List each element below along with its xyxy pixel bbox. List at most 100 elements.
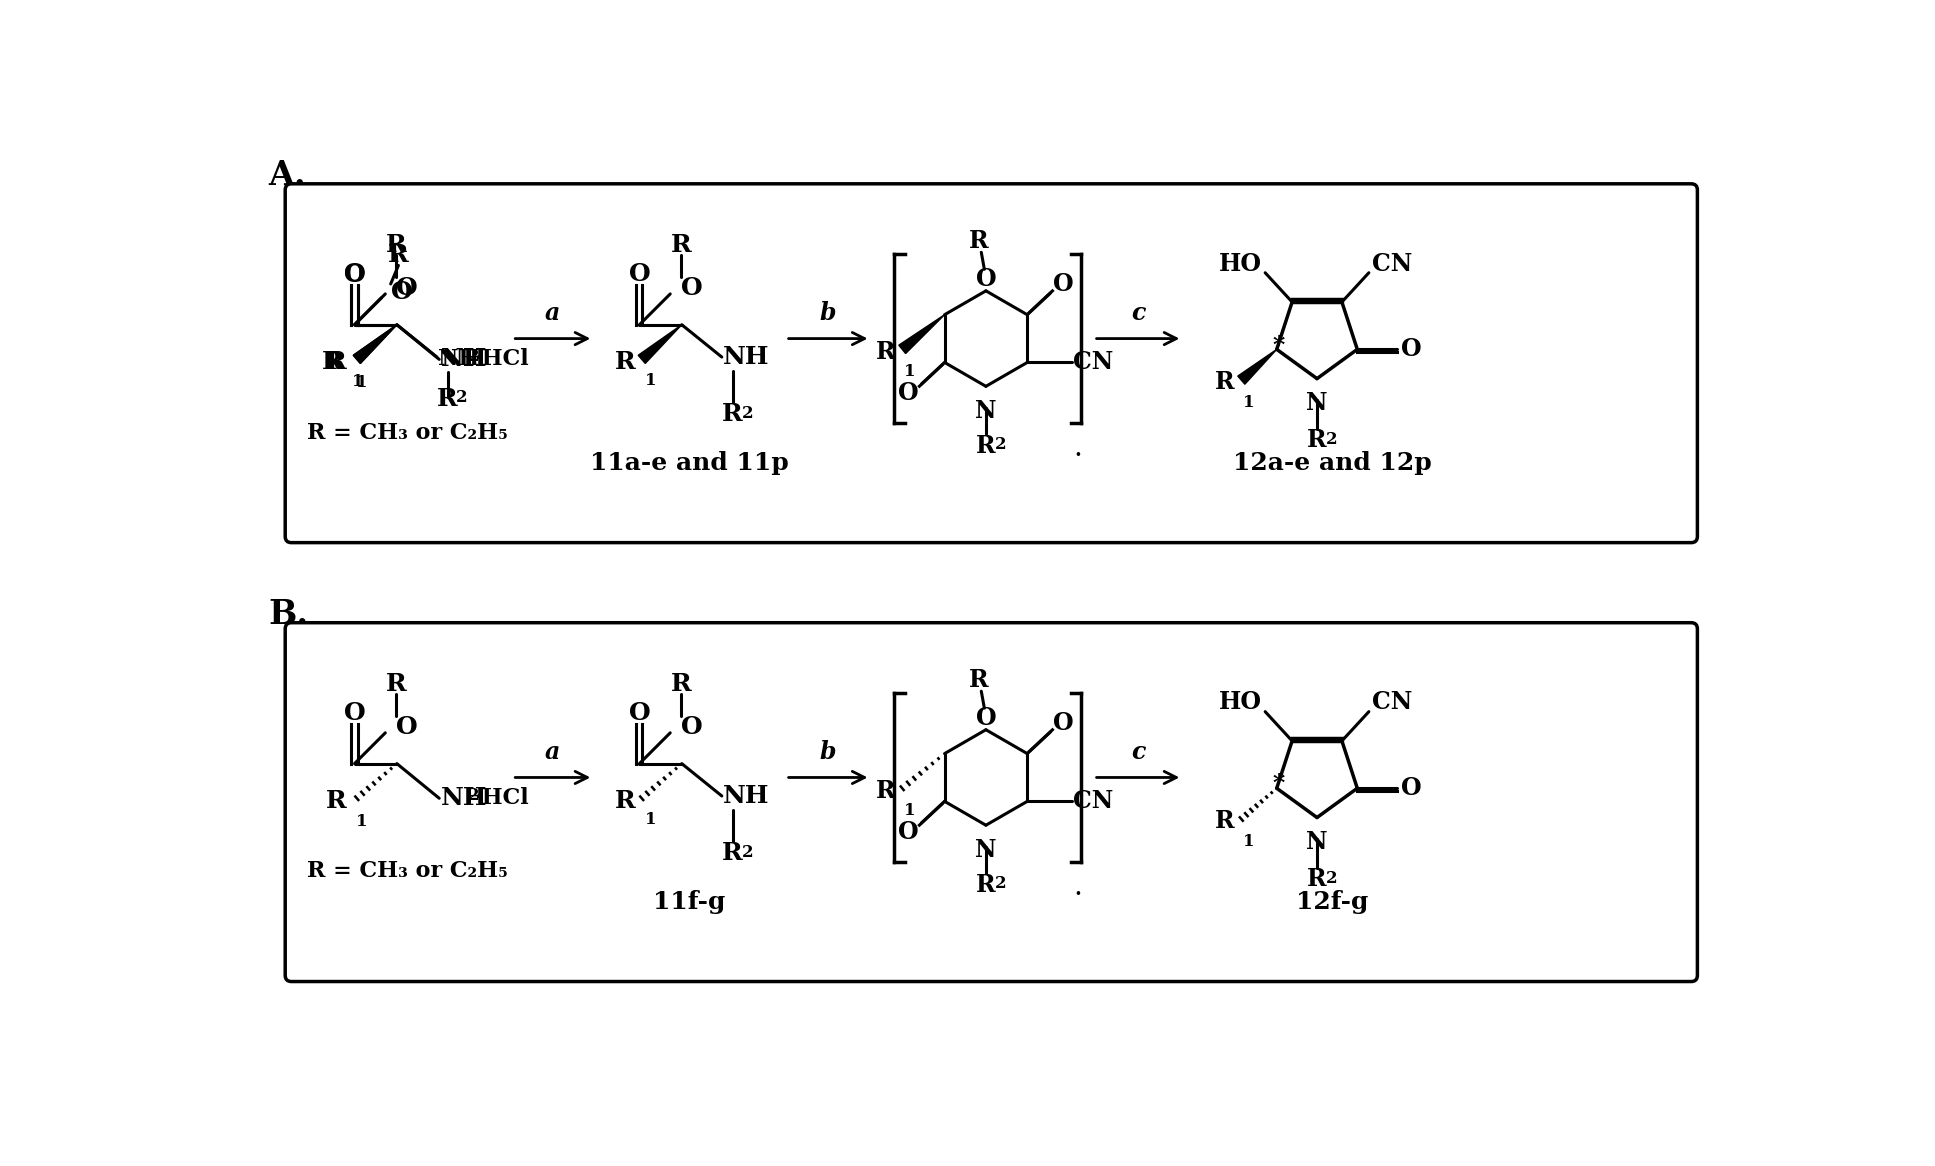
Text: 2: 2 — [995, 436, 1006, 454]
Text: O: O — [391, 280, 412, 303]
Text: O: O — [397, 715, 418, 738]
Text: R: R — [1308, 868, 1327, 891]
Text: 1: 1 — [352, 373, 364, 391]
Text: 1: 1 — [644, 812, 656, 828]
Text: R: R — [1308, 428, 1327, 452]
Text: O: O — [681, 715, 702, 738]
Text: R: R — [877, 779, 896, 802]
FancyBboxPatch shape — [284, 184, 1697, 542]
Text: R: R — [722, 841, 743, 865]
Text: 2: 2 — [741, 844, 753, 861]
FancyBboxPatch shape — [284, 623, 1697, 982]
Text: O: O — [344, 701, 366, 725]
Text: HO: HO — [1219, 690, 1262, 715]
Text: R: R — [323, 350, 342, 373]
Text: O: O — [629, 262, 650, 286]
Text: R: R — [969, 229, 989, 253]
Text: 1: 1 — [356, 813, 368, 830]
Text: R: R — [671, 672, 691, 696]
Text: 2: 2 — [995, 876, 1006, 892]
Text: O: O — [975, 267, 997, 292]
Text: NH: NH — [441, 347, 488, 371]
Text: 11f-g: 11f-g — [654, 890, 726, 914]
Text: R: R — [385, 233, 406, 257]
Polygon shape — [1238, 350, 1277, 385]
Polygon shape — [354, 324, 397, 364]
Text: R: R — [877, 339, 896, 364]
Text: *: * — [1273, 333, 1285, 358]
Text: 1: 1 — [644, 372, 656, 389]
Text: a: a — [546, 301, 561, 324]
Text: b: b — [820, 301, 836, 324]
Text: 2: 2 — [455, 389, 466, 407]
Text: N: N — [975, 399, 997, 422]
Text: O: O — [1401, 777, 1422, 800]
Text: R: R — [722, 402, 743, 426]
Text: O: O — [629, 701, 650, 725]
Text: 2: 2 — [1325, 431, 1337, 448]
Text: O: O — [898, 381, 919, 406]
Text: R: R — [671, 233, 691, 257]
Text: 2: 2 — [468, 347, 480, 365]
Text: R: R — [615, 788, 635, 813]
Text: R: R — [969, 668, 989, 691]
Text: O: O — [1053, 272, 1074, 296]
Text: ·HCl: ·HCl — [474, 787, 528, 809]
Text: O: O — [975, 707, 997, 730]
Text: 1: 1 — [1242, 833, 1254, 850]
Text: NH: NH — [439, 349, 480, 371]
Text: 11a-e and 11p: 11a-e and 11p — [590, 451, 789, 476]
Text: NH: NH — [441, 786, 488, 810]
Text: c: c — [1130, 739, 1146, 764]
Text: R: R — [327, 788, 346, 813]
Text: .: . — [1074, 873, 1084, 900]
Text: CN: CN — [1074, 351, 1115, 374]
Text: NH: NH — [724, 345, 770, 370]
Text: CN: CN — [1372, 690, 1413, 715]
Text: 1: 1 — [904, 802, 915, 820]
Text: 12f-g: 12f-g — [1296, 890, 1368, 914]
Text: R: R — [327, 350, 346, 373]
Text: O: O — [397, 276, 418, 300]
Text: b: b — [820, 739, 836, 764]
Text: O: O — [1053, 711, 1074, 735]
Text: R: R — [437, 387, 459, 412]
Text: N: N — [1306, 830, 1327, 854]
Text: O: O — [344, 262, 366, 286]
Text: NH: NH — [724, 784, 770, 808]
Text: 1: 1 — [904, 364, 915, 380]
Text: O: O — [344, 264, 366, 288]
Text: HO: HO — [1219, 252, 1262, 275]
Text: O: O — [898, 820, 919, 844]
Text: ·HCl: ·HCl — [474, 349, 528, 371]
Text: N: N — [1306, 391, 1327, 415]
Text: 1: 1 — [1242, 394, 1254, 412]
Text: R: R — [389, 243, 408, 267]
Text: R: R — [1215, 371, 1235, 394]
Text: CN: CN — [1372, 252, 1413, 275]
Text: N: N — [975, 837, 997, 862]
Text: R = CH₃ or C₂H₅: R = CH₃ or C₂H₅ — [308, 422, 507, 443]
Text: 2: 2 — [741, 405, 753, 422]
Text: R: R — [975, 872, 997, 897]
Text: A.: A. — [269, 160, 306, 192]
Text: a: a — [546, 739, 561, 764]
Text: R: R — [975, 434, 997, 457]
Polygon shape — [354, 324, 397, 364]
Polygon shape — [639, 324, 681, 364]
Text: 12a-e and 12p: 12a-e and 12p — [1233, 451, 1432, 476]
Text: R: R — [385, 672, 406, 696]
Text: *: * — [1273, 772, 1285, 796]
Text: c: c — [1130, 301, 1146, 324]
Text: CN: CN — [1074, 789, 1115, 814]
Text: O: O — [1401, 337, 1422, 361]
Text: R: R — [615, 350, 635, 373]
Text: 2: 2 — [1325, 870, 1337, 887]
Text: B.: B. — [269, 598, 308, 631]
Polygon shape — [898, 315, 944, 353]
Text: R: R — [1215, 809, 1235, 834]
Text: .: . — [1074, 435, 1084, 462]
Text: R = CH₃ or C₂H₅: R = CH₃ or C₂H₅ — [308, 861, 507, 883]
Text: 1: 1 — [356, 374, 368, 391]
Text: 2: 2 — [468, 787, 480, 803]
